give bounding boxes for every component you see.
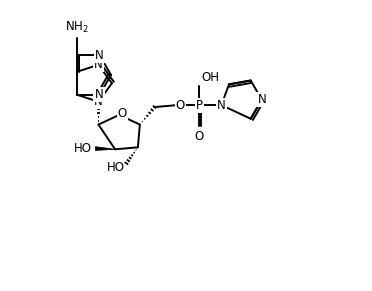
Text: O: O	[176, 99, 185, 111]
Text: N: N	[94, 58, 103, 71]
Text: HO: HO	[106, 162, 125, 174]
Polygon shape	[95, 147, 115, 150]
Text: NH$_2$: NH$_2$	[65, 20, 89, 35]
Text: HO: HO	[74, 142, 92, 155]
Text: N: N	[257, 93, 266, 106]
Text: OH: OH	[201, 71, 219, 84]
Text: N: N	[95, 88, 104, 101]
Text: O: O	[195, 130, 204, 143]
Text: P: P	[196, 99, 203, 111]
Text: O: O	[118, 107, 127, 120]
Text: N: N	[94, 95, 103, 108]
Text: N: N	[217, 99, 226, 111]
Text: N: N	[95, 49, 104, 62]
